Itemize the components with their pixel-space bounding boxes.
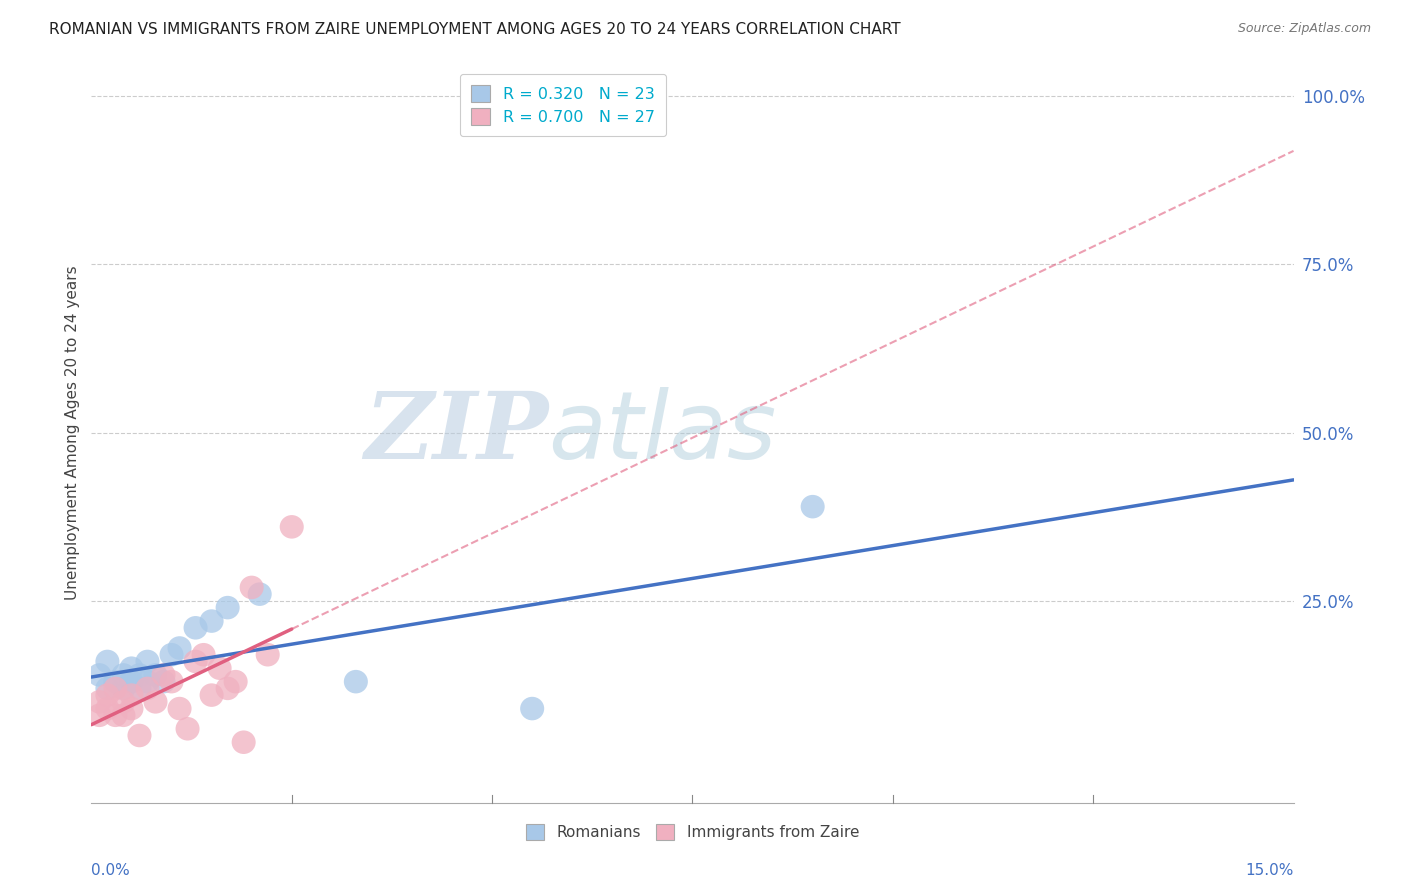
Ellipse shape <box>143 690 167 714</box>
Text: Source: ZipAtlas.com: Source: ZipAtlas.com <box>1237 22 1371 36</box>
Ellipse shape <box>96 697 120 721</box>
Text: atlas: atlas <box>548 387 776 478</box>
Ellipse shape <box>256 643 280 666</box>
Ellipse shape <box>135 670 159 693</box>
Ellipse shape <box>120 657 143 680</box>
Ellipse shape <box>167 636 191 660</box>
Ellipse shape <box>96 683 120 706</box>
Ellipse shape <box>215 596 239 619</box>
Ellipse shape <box>120 683 143 706</box>
Ellipse shape <box>152 663 176 687</box>
Ellipse shape <box>224 670 247 693</box>
Ellipse shape <box>191 643 215 666</box>
Ellipse shape <box>96 649 120 673</box>
Ellipse shape <box>96 677 120 700</box>
Ellipse shape <box>111 663 135 687</box>
Ellipse shape <box>87 704 111 727</box>
Ellipse shape <box>167 697 191 721</box>
Y-axis label: Unemployment Among Ages 20 to 24 years: Unemployment Among Ages 20 to 24 years <box>65 265 80 600</box>
Ellipse shape <box>120 697 143 721</box>
Ellipse shape <box>128 677 152 700</box>
Ellipse shape <box>104 670 128 693</box>
Ellipse shape <box>184 649 208 673</box>
Ellipse shape <box>800 495 825 518</box>
Ellipse shape <box>208 657 232 680</box>
Ellipse shape <box>111 690 135 714</box>
Legend: Romanians, Immigrants from Zaire: Romanians, Immigrants from Zaire <box>515 814 870 851</box>
Ellipse shape <box>280 515 304 539</box>
Ellipse shape <box>200 683 224 706</box>
Text: ROMANIAN VS IMMIGRANTS FROM ZAIRE UNEMPLOYMENT AMONG AGES 20 TO 24 YEARS CORRELA: ROMANIAN VS IMMIGRANTS FROM ZAIRE UNEMPL… <box>49 22 901 37</box>
Ellipse shape <box>184 616 208 640</box>
Ellipse shape <box>135 677 159 700</box>
Ellipse shape <box>159 670 184 693</box>
Ellipse shape <box>232 731 256 754</box>
Ellipse shape <box>120 670 143 693</box>
Ellipse shape <box>176 717 200 740</box>
Ellipse shape <box>87 690 111 714</box>
Text: 0.0%: 0.0% <box>91 863 131 879</box>
Text: ZIP: ZIP <box>364 388 548 477</box>
Ellipse shape <box>344 670 368 693</box>
Ellipse shape <box>128 723 152 747</box>
Ellipse shape <box>104 677 128 700</box>
Ellipse shape <box>143 663 167 687</box>
Ellipse shape <box>104 704 128 727</box>
Ellipse shape <box>128 663 152 687</box>
Ellipse shape <box>111 704 135 727</box>
Ellipse shape <box>152 670 176 693</box>
Ellipse shape <box>111 677 135 700</box>
Ellipse shape <box>247 582 271 606</box>
Ellipse shape <box>520 697 544 721</box>
Ellipse shape <box>200 609 224 632</box>
Ellipse shape <box>215 677 239 700</box>
Text: 15.0%: 15.0% <box>1246 863 1294 879</box>
Ellipse shape <box>239 575 264 599</box>
Ellipse shape <box>159 643 184 666</box>
Ellipse shape <box>87 663 111 687</box>
Ellipse shape <box>135 649 159 673</box>
